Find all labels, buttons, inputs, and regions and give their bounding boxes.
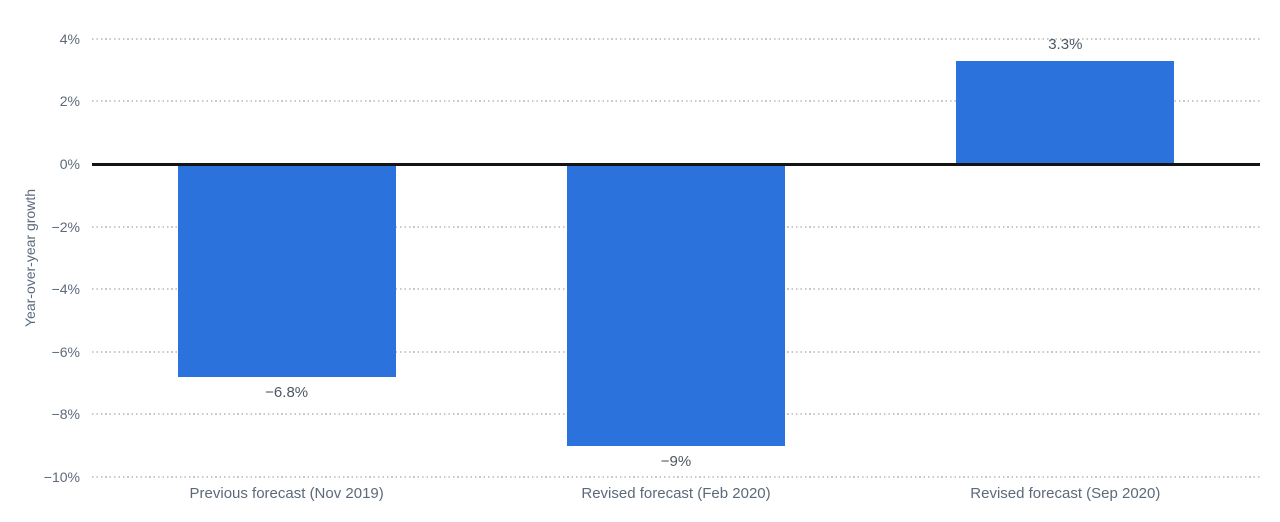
- y-tick-label: −6%: [51, 343, 80, 360]
- y-tick-label: −10%: [43, 469, 80, 485]
- bar-1: [177, 164, 396, 377]
- gridline: [92, 37, 1260, 40]
- bar-value-label: 3.3%: [1048, 35, 1083, 53]
- x-category-label: Previous forecast (Nov 2019): [189, 485, 384, 502]
- bar-3: [956, 60, 1175, 164]
- y-tick-label: 0%: [59, 156, 80, 172]
- gridline: [92, 476, 1260, 478]
- x-category-label: Revised forecast (Sep 2020): [970, 485, 1161, 502]
- y-tick-label: 2%: [59, 93, 80, 110]
- bar-2: [567, 164, 785, 446]
- bar-value-label: −6.8%: [265, 383, 309, 401]
- y-tick-label: −4%: [51, 281, 80, 298]
- y-tick-label: 4%: [59, 30, 80, 47]
- x-category-label: Revised forecast (Feb 2020): [581, 485, 771, 502]
- bar-value-label: −9%: [660, 452, 692, 470]
- y-axis-title: Year-over-year growth: [22, 189, 38, 327]
- zero-baseline: [92, 162, 1260, 166]
- gridline: [92, 100, 1260, 103]
- y-tick-label: −8%: [51, 406, 80, 423]
- y-tick-label: −2%: [51, 218, 80, 235]
